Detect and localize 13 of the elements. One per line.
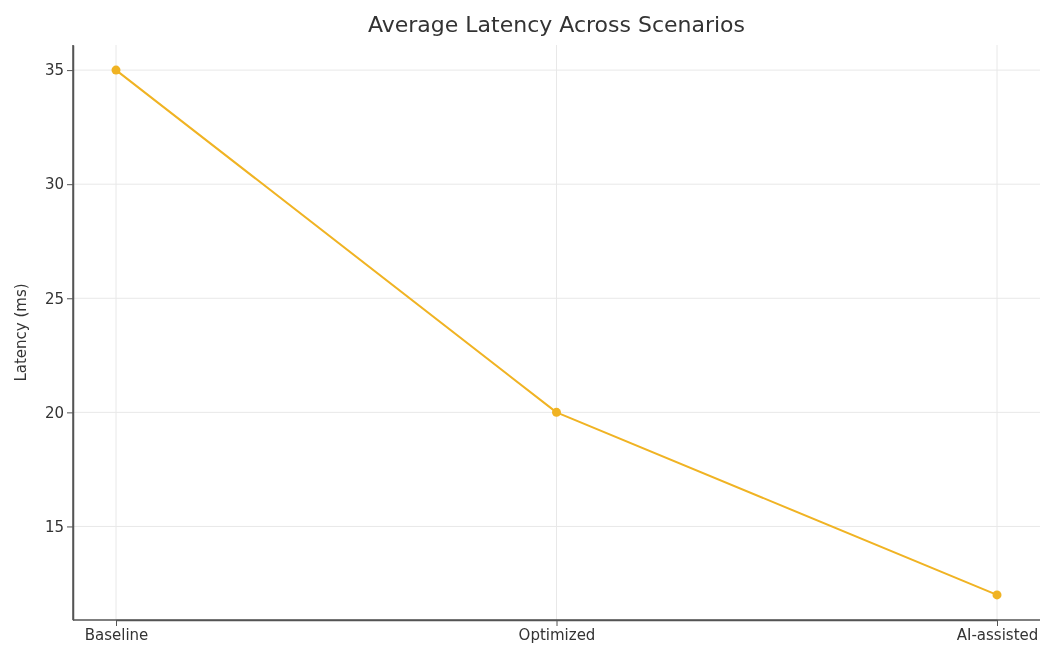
point [552,407,561,417]
point [111,65,121,75]
y-tick-label: 35 [44,61,64,80]
y-tick-label: 30 [44,175,64,194]
chart-title: Average Latency Across Scenarios [367,12,746,37]
point [992,590,1002,600]
y-tick-label: 15 [44,517,64,536]
y-axis-title: Latency (ms) [12,283,30,382]
y-tick-label: 25 [44,289,64,308]
x-tick-label: Optimized [518,625,596,644]
x-tick-label: AI-assisted [956,625,1039,644]
y-tick-label: 20 [44,403,64,422]
x-tick-label: Baseline [84,625,149,644]
